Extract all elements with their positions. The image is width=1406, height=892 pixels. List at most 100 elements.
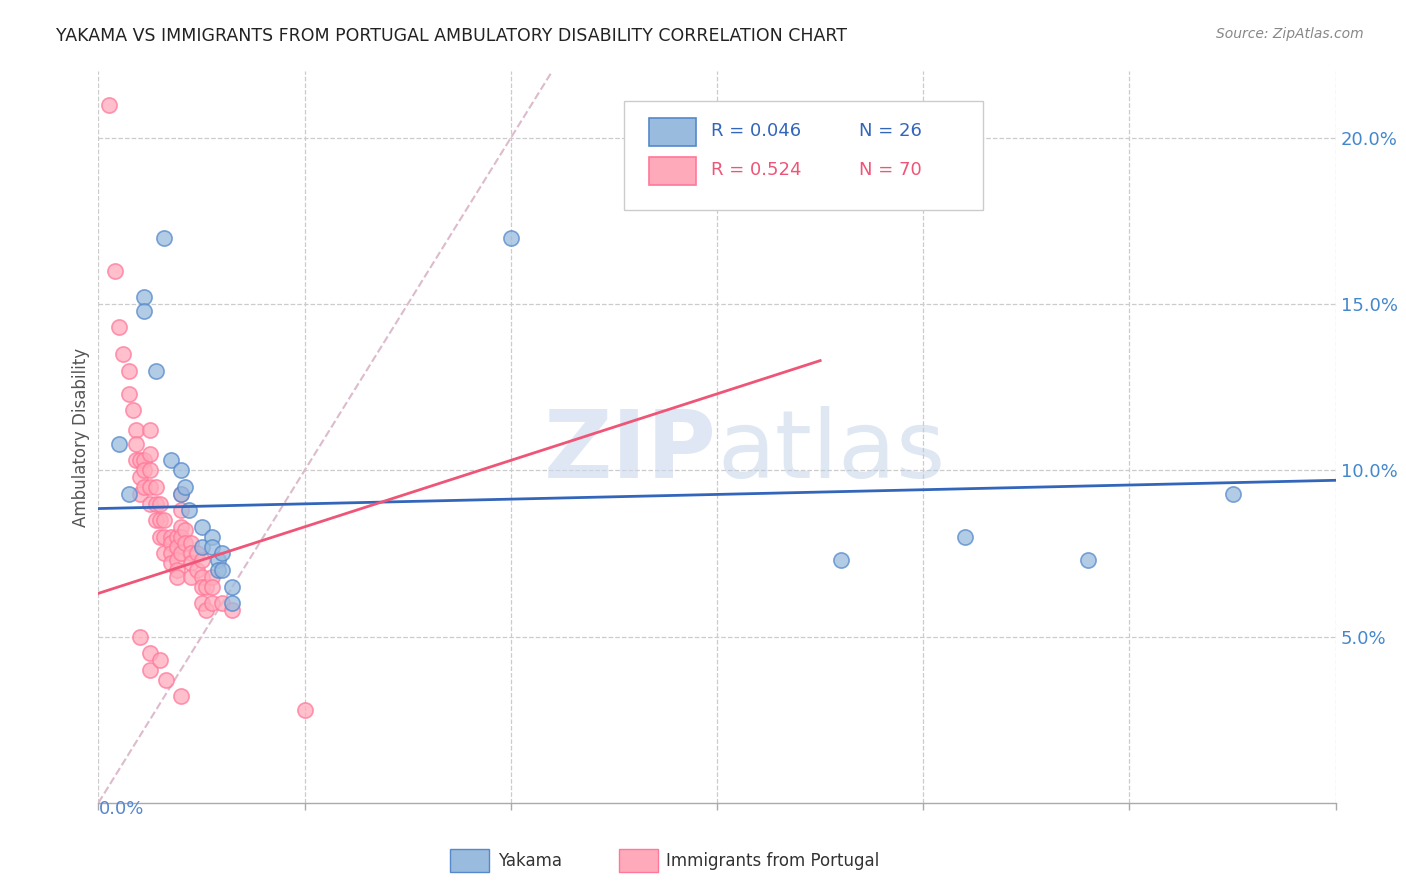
Point (139, 480, 162, 494)
Point (108, 320, 131, 334)
Point (139, 424, 162, 438)
Point (207, 563, 229, 577)
Point (159, 530, 181, 544)
Point (159, 557, 181, 571)
Point (155, 673, 177, 687)
Text: Immigrants from Portugal: Immigrants from Portugal (666, 852, 880, 870)
Point (153, 230, 176, 244)
Text: YAKAMA VS IMMIGRANTS FROM PORTUGAL AMBULATORY DISABILITY CORRELATION CHART: YAKAMA VS IMMIGRANTS FROM PORTUGAL AMBUL… (56, 27, 848, 45)
Point (128, 470, 150, 484)
Point (1222, 486, 1244, 500)
Point (139, 663, 162, 677)
Point (190, 553, 212, 567)
Point (149, 653, 172, 667)
Point (174, 523, 197, 537)
Point (139, 497, 162, 511)
Point (180, 536, 202, 550)
Point (170, 486, 193, 500)
Point (139, 463, 162, 477)
Point (201, 596, 224, 610)
Point (149, 497, 172, 511)
Point (124, 424, 146, 438)
Text: Yakama: Yakama (498, 852, 562, 870)
Point (159, 536, 181, 550)
Point (139, 646, 162, 660)
Point (221, 603, 243, 617)
Point (201, 580, 224, 594)
Point (118, 387, 141, 401)
Point (132, 480, 155, 494)
Point (194, 603, 217, 617)
Text: R = 0.524: R = 0.524 (711, 161, 801, 179)
Text: N = 26: N = 26 (859, 122, 922, 140)
Point (201, 540, 224, 554)
Point (194, 580, 217, 594)
Point (179, 503, 201, 517)
Point (128, 486, 150, 500)
Point (149, 530, 172, 544)
Text: N = 70: N = 70 (859, 161, 922, 179)
Point (139, 447, 162, 461)
Point (211, 546, 233, 560)
Point (97, 97, 120, 112)
Point (174, 536, 197, 550)
Point (190, 570, 212, 584)
Point (170, 690, 193, 704)
Point (118, 363, 141, 377)
Point (132, 290, 155, 304)
Point (149, 513, 172, 527)
Point (132, 303, 155, 318)
Point (170, 503, 193, 517)
Point (153, 513, 176, 527)
Text: 0.0%: 0.0% (98, 800, 143, 818)
Text: Source: ZipAtlas.com: Source: ZipAtlas.com (1216, 27, 1364, 41)
Point (830, 553, 852, 567)
Point (180, 557, 202, 571)
Point (128, 453, 150, 467)
Point (190, 580, 212, 594)
Point (190, 596, 212, 610)
Point (166, 563, 188, 577)
Point (201, 530, 224, 544)
Point (124, 453, 146, 467)
Point (190, 520, 212, 534)
Point (221, 580, 243, 594)
Point (153, 530, 176, 544)
Point (145, 497, 167, 511)
Text: ZIP: ZIP (544, 406, 717, 498)
Point (953, 530, 976, 544)
Point (190, 540, 212, 554)
Point (170, 486, 193, 500)
Point (153, 546, 176, 560)
Point (159, 453, 181, 467)
Point (159, 546, 181, 560)
Point (180, 546, 202, 560)
Point (1077, 553, 1099, 567)
Point (170, 463, 193, 477)
Point (170, 520, 193, 534)
Point (170, 546, 193, 560)
Point (124, 436, 146, 450)
Point (180, 570, 202, 584)
Point (294, 703, 316, 717)
Point (128, 630, 150, 644)
Point (145, 363, 167, 377)
Point (132, 453, 155, 467)
Point (118, 486, 141, 500)
Text: atlas: atlas (717, 406, 945, 498)
Point (108, 436, 131, 450)
Point (211, 563, 233, 577)
Point (207, 553, 229, 567)
Text: R = 0.046: R = 0.046 (711, 122, 801, 140)
Point (221, 596, 243, 610)
Point (166, 530, 188, 544)
Point (145, 513, 167, 527)
Point (499, 230, 522, 244)
Point (201, 570, 224, 584)
Point (122, 403, 145, 417)
Point (211, 596, 233, 610)
Point (166, 553, 188, 567)
FancyBboxPatch shape (650, 118, 696, 146)
FancyBboxPatch shape (650, 157, 696, 185)
Point (166, 570, 188, 584)
